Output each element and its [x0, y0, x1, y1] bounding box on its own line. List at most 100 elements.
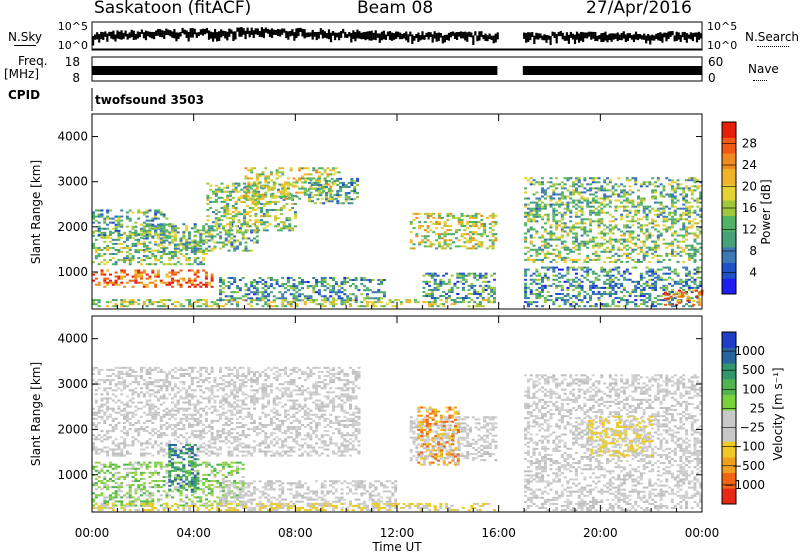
range-gate-cell — [237, 213, 241, 216]
range-gate-cell — [679, 218, 683, 221]
range-gate-cell — [405, 299, 409, 302]
range-gate-cell — [247, 249, 251, 252]
range-gate-cell — [668, 195, 672, 198]
range-gate-cell — [309, 179, 313, 182]
range-gate-cell — [94, 399, 98, 402]
range-gate-cell — [154, 273, 158, 276]
range-gate-cell — [532, 207, 536, 210]
range-gate-cell — [291, 198, 295, 201]
range-gate-cell — [193, 235, 197, 238]
range-gate-cell — [196, 269, 200, 272]
range-gate-cell — [117, 229, 121, 232]
range-gate-cell — [476, 305, 480, 308]
date-title: 27/Apr/2016 — [586, 0, 692, 18]
range-gate-cell — [353, 188, 357, 191]
noise-sample — [260, 27, 263, 38]
range-gate-cell — [639, 299, 643, 302]
noise-sample — [474, 31, 477, 36]
range-gate-cell — [608, 276, 612, 279]
range-gate-cell — [600, 266, 604, 269]
range-gate-cell — [480, 235, 484, 238]
range-gate-cell — [125, 246, 129, 249]
range-gate-cell — [580, 234, 584, 237]
range-gate-cell — [134, 430, 138, 433]
range-gate-cell — [94, 209, 98, 212]
range-gate-cell — [148, 247, 152, 250]
noise-sample — [372, 32, 375, 40]
noise-sample — [494, 33, 497, 43]
range-gate-cell — [214, 209, 218, 212]
range-gate-cell — [97, 421, 101, 424]
range-gate-cell — [631, 258, 635, 261]
range-gate-cell — [460, 225, 464, 228]
range-gate-cell — [600, 185, 604, 188]
range-gate-cell — [589, 284, 593, 287]
range-gate-cell — [569, 226, 573, 229]
range-gate-cell — [300, 191, 304, 194]
range-gate-cell — [524, 187, 528, 190]
range-gate-cell — [207, 233, 211, 236]
range-gate-cell — [94, 389, 98, 392]
noise-sample — [252, 30, 255, 38]
range-gate-cell — [470, 299, 474, 302]
range-gate-cell — [306, 189, 310, 192]
range-gate-cell — [295, 285, 299, 288]
range-gate-cell — [202, 269, 206, 272]
range-gate-cell — [267, 185, 271, 188]
range-gate-cell — [202, 299, 206, 302]
range-gate-cell — [600, 218, 604, 221]
range-gate-cell — [611, 286, 615, 289]
range-gate-cell — [651, 195, 655, 198]
range-gate-cell — [193, 285, 197, 288]
range-gate-cell — [651, 226, 655, 229]
range-gate-cell — [693, 199, 697, 202]
range-gate-cell — [446, 212, 450, 215]
range-gate-cell — [653, 197, 657, 200]
range-gate-cell — [524, 177, 528, 180]
range-gate-cell — [221, 281, 225, 284]
range-gate-cell — [552, 278, 556, 281]
range-gate-cell — [258, 193, 262, 196]
range-gate-cell — [265, 221, 269, 224]
range-gate-cell — [659, 254, 663, 257]
range-gate-cell — [134, 221, 138, 224]
range-gate-cell — [234, 202, 238, 205]
range-gate-cell — [128, 232, 132, 235]
range-gate-cell — [185, 253, 189, 256]
range-gate-cell — [182, 247, 186, 250]
range-gate-cell — [673, 280, 677, 283]
range-gate-cell — [123, 413, 127, 416]
range-gate-cell — [574, 179, 578, 182]
range-gate-cell — [142, 421, 146, 424]
range-gate-cell — [577, 205, 581, 208]
range-gate-cell — [693, 258, 697, 261]
range-gate-cell — [617, 205, 621, 208]
range-gate-cell — [605, 226, 609, 229]
range-gate-cell — [597, 226, 601, 229]
range-gate-cell — [696, 197, 700, 200]
range-gate-cell — [354, 297, 358, 300]
range-gate-cell — [603, 211, 607, 214]
range-gate-cell — [123, 432, 127, 435]
range-gate-cell — [193, 225, 197, 228]
range-gate-cell — [250, 305, 254, 308]
range-gate-cell — [637, 295, 641, 298]
range-gate-cell — [114, 438, 118, 441]
range-gate-cell — [162, 383, 166, 386]
power-cbar-label: Power [dB] — [759, 179, 773, 244]
range-gate-cell — [226, 217, 230, 220]
range-gate-cell — [120, 299, 124, 302]
range-gate-cell — [421, 239, 425, 242]
range-gate-cell — [677, 289, 681, 292]
noise-sample — [590, 31, 593, 40]
range-gate-cell — [569, 258, 573, 261]
range-gate-cell — [315, 179, 319, 182]
noise-sample — [569, 31, 573, 38]
range-gate-cell — [583, 305, 587, 308]
range-gate-cell — [526, 301, 530, 304]
range-gate-cell — [344, 200, 348, 203]
range-gate-cell — [134, 428, 138, 431]
range-gate-cell — [555, 292, 559, 296]
range-gate-cell — [316, 183, 320, 186]
range-gate-cell — [151, 223, 155, 226]
